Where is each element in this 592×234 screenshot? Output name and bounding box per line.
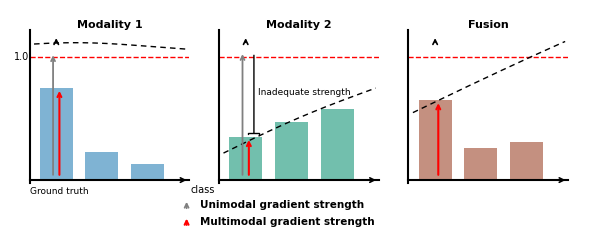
Bar [510, 142, 543, 180]
Bar [40, 88, 73, 180]
Bar [229, 137, 262, 180]
Bar [275, 122, 308, 180]
Title: Modality 2: Modality 2 [266, 20, 332, 30]
Text: Inadequate strength: Inadequate strength [258, 88, 351, 97]
Text: Multimodal gradient strength: Multimodal gradient strength [200, 217, 374, 227]
Bar [320, 109, 353, 180]
Bar [85, 152, 118, 180]
Text: Unimodal gradient strength: Unimodal gradient strength [200, 200, 363, 210]
Text: Ground truth: Ground truth [30, 187, 88, 196]
Title: Modality 1: Modality 1 [77, 20, 142, 30]
Title: Fusion: Fusion [468, 20, 509, 30]
Text: 1.0: 1.0 [14, 52, 30, 62]
Bar [419, 100, 452, 180]
Bar [464, 148, 497, 180]
Bar [131, 164, 164, 180]
Text: class: class [191, 185, 215, 195]
